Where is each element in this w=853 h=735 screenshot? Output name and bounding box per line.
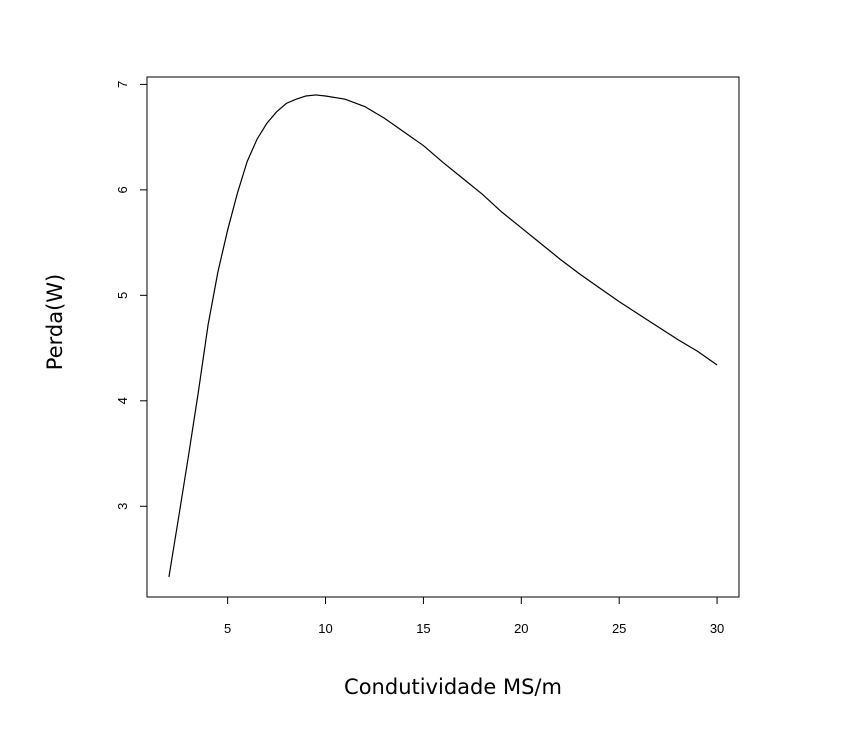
x-tick-label: 25 bbox=[612, 621, 626, 636]
series-line bbox=[168, 94, 718, 578]
series-layer bbox=[168, 94, 718, 578]
y-tick-label: 7 bbox=[115, 81, 130, 88]
y-axis-title: Perda(W) bbox=[43, 274, 67, 370]
x-tick-label: 15 bbox=[416, 621, 430, 636]
x-tick-label: 10 bbox=[318, 621, 332, 636]
x-tick-label: 5 bbox=[224, 621, 231, 636]
y-tick-label: 3 bbox=[115, 503, 130, 510]
x-axis-title: Condutividade MS/m bbox=[344, 675, 562, 699]
plot-frame bbox=[146, 76, 740, 598]
x-tick-label: 20 bbox=[514, 621, 528, 636]
y-tick-label: 4 bbox=[115, 397, 130, 404]
y-axis: 3 4 5 6 7 bbox=[115, 81, 147, 510]
x-axis: 5 10 15 20 25 30 bbox=[224, 597, 724, 636]
y-tick-label: 5 bbox=[115, 292, 130, 299]
y-tick-label: 6 bbox=[115, 186, 130, 193]
x-tick-label: 30 bbox=[710, 621, 724, 636]
